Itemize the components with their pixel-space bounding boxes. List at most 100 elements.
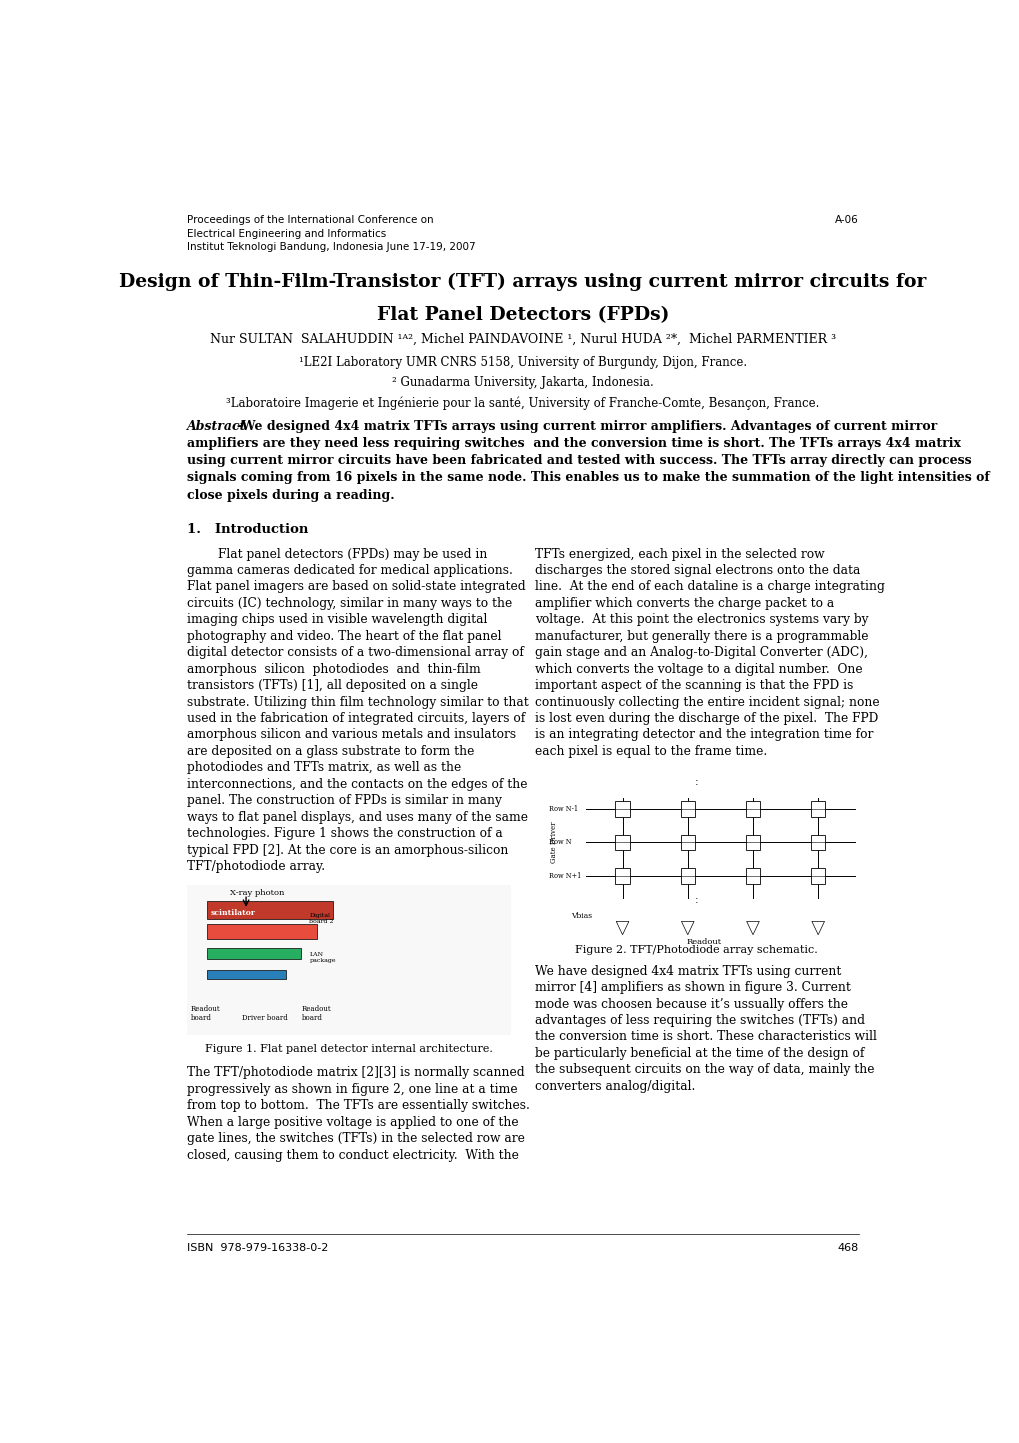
Text: Flat panel imagers are based on solid-state integrated: Flat panel imagers are based on solid-st… <box>186 580 525 593</box>
Text: Flat panel detectors (FPDs) may be used in: Flat panel detectors (FPDs) may be used … <box>186 547 487 560</box>
Text: amorphous silicon and various metals and insulators: amorphous silicon and various metals and… <box>186 729 516 742</box>
FancyBboxPatch shape <box>680 801 694 817</box>
Text: Figure 1. Flat panel detector internal architecture.: Figure 1. Flat panel detector internal a… <box>205 1045 492 1055</box>
Text: photodiodes and TFTs matrix, as well as the: photodiodes and TFTs matrix, as well as … <box>186 762 461 775</box>
Text: Design of Thin-Film-Transistor (TFT) arrays using current mirror circuits for: Design of Thin-Film-Transistor (TFT) arr… <box>119 273 925 291</box>
Text: using current mirror circuits have been fabricated and tested with success. The : using current mirror circuits have been … <box>186 455 970 468</box>
Text: TFTs energized, each pixel in the selected row: TFTs energized, each pixel in the select… <box>534 547 823 560</box>
Text: amplifiers are they need less requiring switches  and the conversion time is sho: amplifiers are they need less requiring … <box>186 437 960 450</box>
Text: Gate Driver: Gate Driver <box>549 821 557 863</box>
Polygon shape <box>811 922 823 935</box>
Text: amorphous  silicon  photodiodes  and  thin-film: amorphous silicon photodiodes and thin-f… <box>186 662 480 675</box>
Text: are deposited on a glass substrate to form the: are deposited on a glass substrate to fo… <box>186 745 474 758</box>
Text: is lost even during the discharge of the pixel.  The FPD: is lost even during the discharge of the… <box>534 711 877 724</box>
Text: Institut Teknologi Bandung, Indonesia June 17-19, 2007: Institut Teknologi Bandung, Indonesia Ju… <box>186 242 475 253</box>
Text: Figure 2. TFT/Photodiode array schematic.: Figure 2. TFT/Photodiode array schematic… <box>575 945 817 955</box>
Text: gate lines, the switches (TFTs) in the selected row are: gate lines, the switches (TFTs) in the s… <box>186 1133 524 1146</box>
Text: the conversion time is short. These characteristics will: the conversion time is short. These char… <box>534 1030 875 1043</box>
Text: Row N-1: Row N-1 <box>548 805 578 814</box>
Text: from top to bottom.  The TFTs are essentially switches.: from top to bottom. The TFTs are essenti… <box>186 1100 529 1113</box>
Text: ISBN  978-979-16338-0-2: ISBN 978-979-16338-0-2 <box>186 1244 328 1253</box>
FancyBboxPatch shape <box>206 925 317 939</box>
Text: panel. The construction of FPDs is similar in many: panel. The construction of FPDs is simil… <box>186 794 501 807</box>
Text: Abstract: Abstract <box>186 420 246 433</box>
Text: important aspect of the scanning is that the FPD is: important aspect of the scanning is that… <box>534 680 852 693</box>
Text: imaging chips used in visible wavelength digital: imaging chips used in visible wavelength… <box>186 613 487 626</box>
Text: interconnections, and the contacts on the edges of the: interconnections, and the contacts on th… <box>186 778 527 791</box>
Text: We have designed 4x4 matrix TFTs using current: We have designed 4x4 matrix TFTs using c… <box>534 965 840 978</box>
Text: scintilator: scintilator <box>210 909 255 918</box>
Text: closed, causing them to conduct electricity.  With the: closed, causing them to conduct electric… <box>186 1149 518 1162</box>
Text: Driver board: Driver board <box>242 1014 287 1022</box>
Text: typical FPD [2]. At the core is an amorphous-silicon: typical FPD [2]. At the core is an amorp… <box>186 844 507 857</box>
Text: ways to flat panel displays, and uses many of the same: ways to flat panel displays, and uses ma… <box>186 811 527 824</box>
Text: which converts the voltage to a digital number.  One: which converts the voltage to a digital … <box>534 662 861 675</box>
Text: :: : <box>694 776 698 786</box>
FancyBboxPatch shape <box>680 834 694 850</box>
Text: Row N: Row N <box>548 838 571 847</box>
Text: progressively as shown in figure 2, one line at a time: progressively as shown in figure 2, one … <box>186 1082 517 1095</box>
Text: is an integrating detector and the integration time for: is an integrating detector and the integ… <box>534 729 872 742</box>
Text: 468: 468 <box>837 1244 858 1253</box>
Text: mode was choosen because it’s ussually offers the: mode was choosen because it’s ussually o… <box>534 997 847 1010</box>
Text: each pixel is equal to the frame time.: each pixel is equal to the frame time. <box>534 745 766 758</box>
Polygon shape <box>615 922 629 935</box>
Text: Row N+1: Row N+1 <box>548 872 581 880</box>
Text: used in the fabrication of integrated circuits, layers of: used in the fabrication of integrated ci… <box>186 711 525 724</box>
FancyBboxPatch shape <box>206 900 333 919</box>
FancyBboxPatch shape <box>745 801 759 817</box>
Text: transistors (TFTs) [1], all deposited on a single: transistors (TFTs) [1], all deposited on… <box>186 680 477 693</box>
Text: Readout
board: Readout board <box>191 1004 220 1022</box>
Text: Readout
board: Readout board <box>302 1004 331 1022</box>
FancyBboxPatch shape <box>206 970 285 978</box>
Text: :: : <box>694 895 698 905</box>
Text: LAN
package: LAN package <box>309 952 335 962</box>
Text: the subsequent circuits on the way of data, mainly the: the subsequent circuits on the way of da… <box>534 1063 873 1076</box>
Text: line.  At the end of each dataline is a charge integrating: line. At the end of each dataline is a c… <box>534 580 883 593</box>
Text: Nur SULTAN  SALAHUDDIN ¹ᴬ², Michel PAINDAVOINE ¹, Nurul HUDA ²*,  Michel PARMENT: Nur SULTAN SALAHUDDIN ¹ᴬ², Michel PAINDA… <box>210 333 835 346</box>
Text: Digital
board 2: Digital board 2 <box>309 913 333 924</box>
Text: Vbias: Vbias <box>571 912 592 921</box>
Text: photography and video. The heart of the flat panel: photography and video. The heart of the … <box>186 629 500 642</box>
FancyBboxPatch shape <box>810 801 824 817</box>
Text: ² Gunadarma University, Jakarta, Indonesia.: ² Gunadarma University, Jakarta, Indones… <box>391 377 653 390</box>
FancyBboxPatch shape <box>745 834 759 850</box>
Text: continuously collecting the entire incident signal; none: continuously collecting the entire incid… <box>534 696 878 709</box>
FancyBboxPatch shape <box>614 801 629 817</box>
Text: voltage.  At this point the electronics systems vary by: voltage. At this point the electronics s… <box>534 613 867 626</box>
Text: A-06: A-06 <box>835 215 858 225</box>
Text: -We designed 4x4 matrix TFTs arrays using current mirror amplifiers. Advantages : -We designed 4x4 matrix TFTs arrays usin… <box>236 420 935 433</box>
Text: TFT/photodiode array.: TFT/photodiode array. <box>186 860 325 873</box>
Text: X-ray photon: X-ray photon <box>230 889 284 896</box>
Text: mirror [4] amplifiers as shown in figure 3. Current: mirror [4] amplifiers as shown in figure… <box>534 981 850 994</box>
Text: digital detector consists of a two-dimensional array of: digital detector consists of a two-dimen… <box>186 646 523 659</box>
Text: gamma cameras dedicated for medical applications.: gamma cameras dedicated for medical appl… <box>186 564 513 577</box>
Text: When a large positive voltage is applied to one of the: When a large positive voltage is applied… <box>186 1115 518 1128</box>
Text: close pixels during a reading.: close pixels during a reading. <box>186 489 394 502</box>
FancyBboxPatch shape <box>810 869 824 883</box>
FancyBboxPatch shape <box>745 869 759 883</box>
Text: amplifier which converts the charge packet to a: amplifier which converts the charge pack… <box>534 597 834 610</box>
Text: ³Laboratoire Imagerie et Ingénierie pour la santé, University of Franche-Comte, : ³Laboratoire Imagerie et Ingénierie pour… <box>226 397 818 410</box>
Text: signals coming from 16 pixels in the same node. This enables us to make the summ: signals coming from 16 pixels in the sam… <box>186 472 988 485</box>
Text: gain stage and an Analog-to-Digital Converter (ADC),: gain stage and an Analog-to-Digital Conv… <box>534 646 867 659</box>
FancyBboxPatch shape <box>186 886 511 1036</box>
Text: circuits (IC) technology, similar in many ways to the: circuits (IC) technology, similar in man… <box>186 597 512 610</box>
Text: Flat Panel Detectors (FPDs): Flat Panel Detectors (FPDs) <box>376 306 668 325</box>
Text: ¹LE2I Laboratory UMR CNRS 5158, University of Burgundy, Dijon, France.: ¹LE2I Laboratory UMR CNRS 5158, Universi… <box>299 356 746 369</box>
Text: The TFT/photodiode matrix [2][3] is normally scanned: The TFT/photodiode matrix [2][3] is norm… <box>186 1066 524 1079</box>
Text: manufacturer, but generally there is a programmable: manufacturer, but generally there is a p… <box>534 629 867 642</box>
Text: technologies. Figure 1 shows the construction of a: technologies. Figure 1 shows the constru… <box>186 827 502 840</box>
Text: 1.   Introduction: 1. Introduction <box>186 524 308 537</box>
Text: substrate. Utilizing thin film technology similar to that: substrate. Utilizing thin film technolog… <box>186 696 528 709</box>
Text: discharges the stored signal electrons onto the data: discharges the stored signal electrons o… <box>534 564 859 577</box>
Text: be particularly beneficial at the time of the design of: be particularly beneficial at the time o… <box>534 1048 863 1061</box>
FancyBboxPatch shape <box>810 834 824 850</box>
Polygon shape <box>746 922 758 935</box>
Text: Electrical Engineering and Informatics: Electrical Engineering and Informatics <box>186 228 385 238</box>
FancyBboxPatch shape <box>614 834 629 850</box>
Text: converters analog/digital.: converters analog/digital. <box>534 1079 694 1092</box>
Text: Readout: Readout <box>687 938 721 947</box>
FancyBboxPatch shape <box>680 869 694 883</box>
FancyBboxPatch shape <box>614 869 629 883</box>
